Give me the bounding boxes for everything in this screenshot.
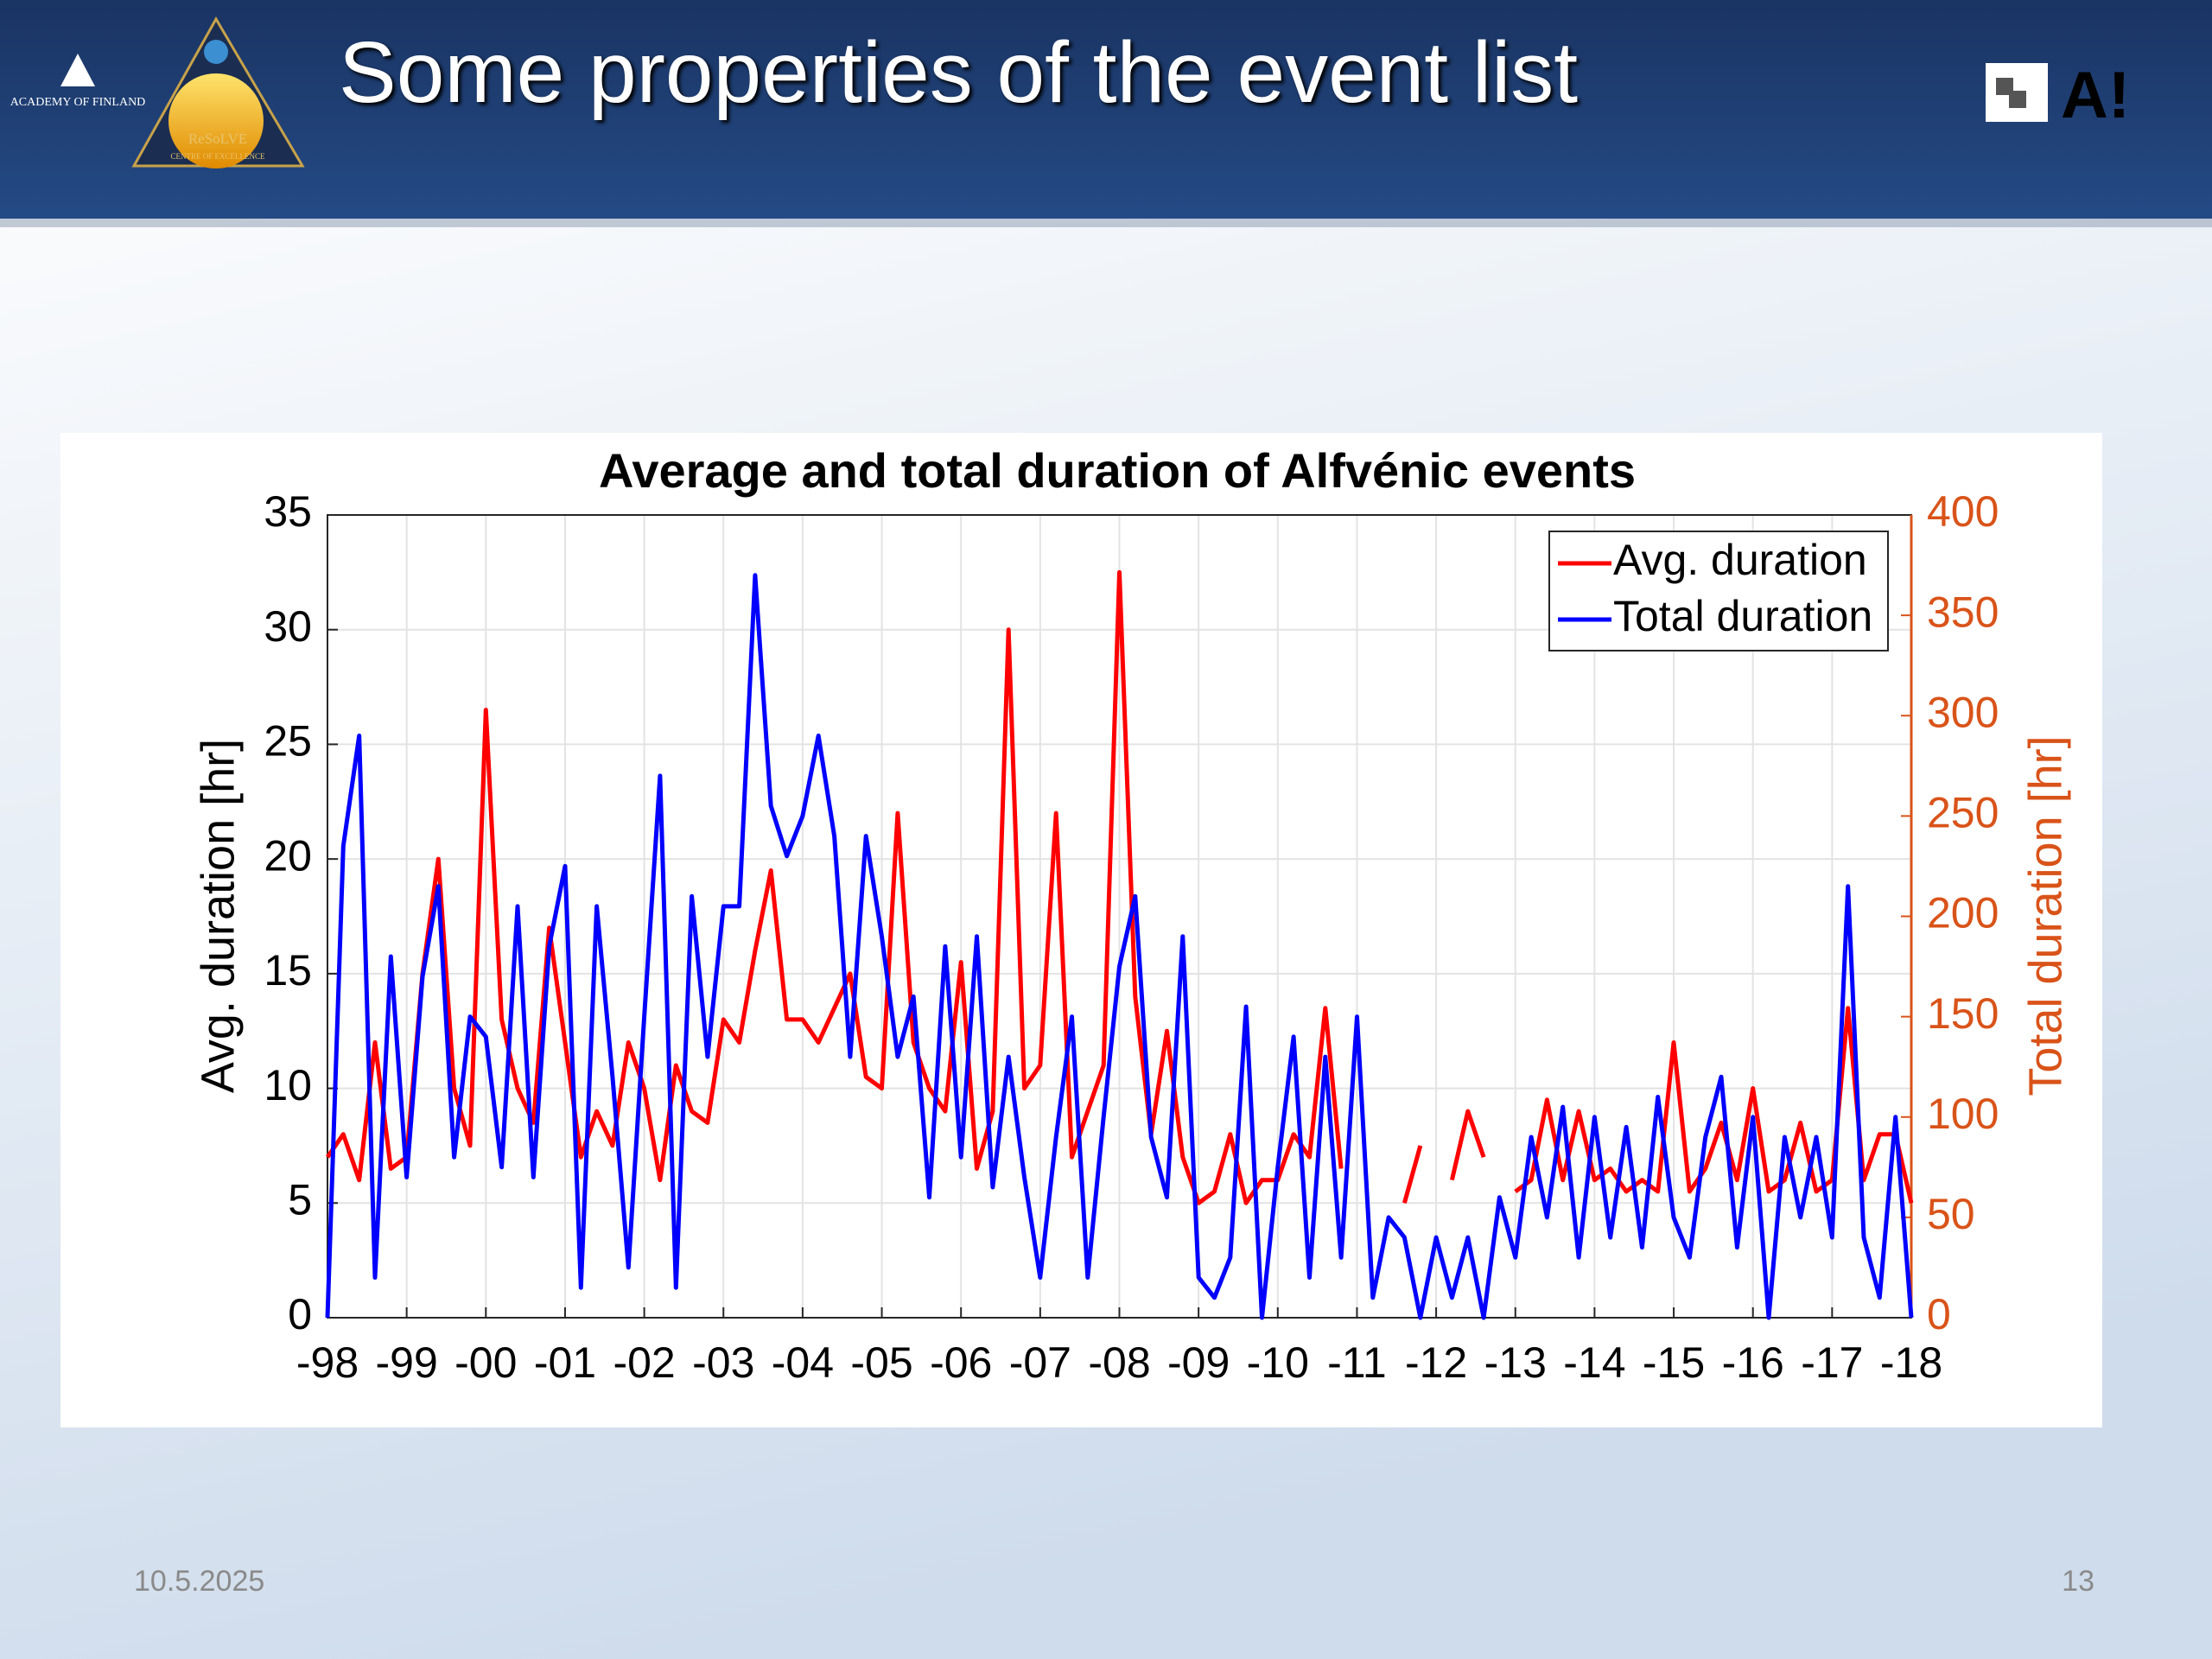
x-tick-label: -14 <box>1563 1338 1625 1387</box>
x-tick-label: -98 <box>296 1338 359 1387</box>
x-tick-label: -03 <box>692 1338 754 1387</box>
y2-tick-label: 100 <box>1927 1090 1999 1138</box>
y2-tick-label: 0 <box>1927 1290 1951 1338</box>
y-tick-label: 30 <box>264 602 312 651</box>
legend-label: Avg. duration <box>1613 536 1867 584</box>
x-tick-label: -05 <box>850 1338 912 1387</box>
x-tick-label: -15 <box>1643 1338 1705 1387</box>
x-tick-label: -11 <box>1327 1338 1387 1387</box>
x-tick-label: -09 <box>1167 1338 1230 1387</box>
page-number: 13 <box>2062 1565 2094 1598</box>
resolve-logo: ReSoLVE CENTRE OF EXCELLENCE <box>131 16 305 168</box>
x-tick-label: -99 <box>376 1338 438 1387</box>
y-axis-label: Avg. duration [hr] <box>192 739 244 1093</box>
y-tick-label: 0 <box>288 1290 312 1338</box>
y2-tick-label: 300 <box>1927 688 1999 736</box>
y-tick-label: 5 <box>288 1175 312 1224</box>
x-tick-label: -18 <box>1880 1338 1942 1387</box>
x-tick-label: -07 <box>1009 1338 1071 1387</box>
academy-logo: ACADEMY OF FINLAND <box>10 54 146 109</box>
x-tick-label: -02 <box>613 1338 675 1387</box>
y-tick-label: 15 <box>264 946 312 995</box>
x-tick-label: -04 <box>772 1338 834 1387</box>
y2-tick-label: 250 <box>1927 789 1999 837</box>
logo-text: A! <box>2061 59 2130 132</box>
header-shadow <box>0 219 2212 227</box>
series-line <box>325 569 1914 1205</box>
legend-label: Total duration <box>1613 592 1872 640</box>
y-tick-label: 20 <box>264 831 312 880</box>
y2-axis-label: Total duration [hr] <box>2019 735 2071 1096</box>
y2-tick-label: 200 <box>1927 889 1999 938</box>
x-tick-label: -16 <box>1722 1338 1784 1387</box>
x-tick-label: -17 <box>1801 1338 1863 1387</box>
y-tick-label: 35 <box>264 487 312 536</box>
x-tick-label: -13 <box>1484 1338 1547 1387</box>
y-tick-label: 25 <box>264 717 312 766</box>
y-tick-label: 10 <box>264 1061 312 1109</box>
y2-tick-label: 150 <box>1927 989 1999 1038</box>
y2-tick-label: 50 <box>1927 1190 1975 1238</box>
aalto-logo: A! <box>1986 59 2130 132</box>
chart-title: Average and total duration of Alfvénic e… <box>599 443 1636 498</box>
slide-title: Some properties of the event list <box>339 24 1578 121</box>
logo-text: ReSoLVE <box>188 130 247 147</box>
header-bar <box>0 0 2212 219</box>
y2-tick-label: 400 <box>1927 487 1999 536</box>
logo-text: CENTRE OF EXCELLENCE <box>171 152 265 161</box>
y2-tick-label: 350 <box>1927 588 1999 636</box>
legend-box <box>1548 531 1889 652</box>
x-tick-label: -06 <box>930 1338 992 1387</box>
series-line <box>325 573 1914 1320</box>
x-tick-label: -10 <box>1247 1338 1309 1387</box>
logo-text: ACADEMY OF FINLAND <box>10 96 146 109</box>
x-tick-label: -12 <box>1405 1338 1467 1387</box>
footer-date: 10.5.2025 <box>134 1565 264 1598</box>
x-tick-label: -08 <box>1088 1338 1150 1387</box>
x-tick-label: -00 <box>454 1338 517 1387</box>
x-tick-label: -01 <box>534 1338 596 1387</box>
